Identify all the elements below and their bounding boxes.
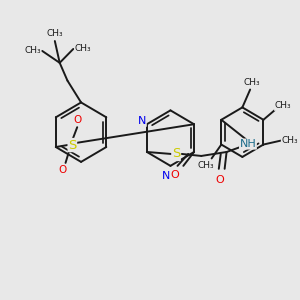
Text: CH₃: CH₃ — [24, 46, 41, 56]
Text: O: O — [58, 165, 67, 175]
Text: S: S — [68, 139, 76, 152]
Text: NH: NH — [162, 171, 179, 181]
Text: CH₃: CH₃ — [197, 161, 214, 170]
Text: CH₃: CH₃ — [75, 44, 91, 53]
Text: CH₃: CH₃ — [244, 78, 260, 87]
Text: CH₃: CH₃ — [46, 28, 63, 38]
Text: O: O — [215, 175, 224, 185]
Text: O: O — [170, 170, 179, 180]
Text: CH₃: CH₃ — [274, 101, 291, 110]
Text: N: N — [138, 116, 146, 126]
Text: O: O — [73, 115, 81, 125]
Text: CH₃: CH₃ — [281, 136, 298, 145]
Text: S: S — [172, 148, 180, 160]
Text: NH: NH — [240, 139, 256, 149]
